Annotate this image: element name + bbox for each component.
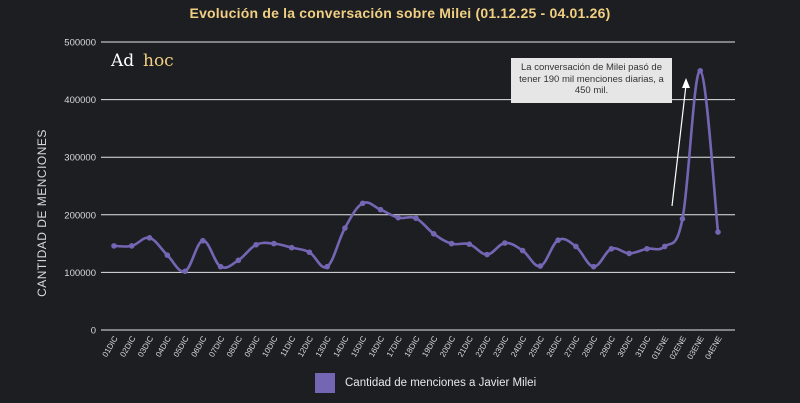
x-tick-label: 04DIC: [154, 334, 173, 358]
data-point: [271, 240, 277, 247]
x-tick-label: 14DIC: [332, 334, 351, 358]
y-tick-label: 400000: [64, 95, 96, 106]
x-tick-label: 20DIC: [438, 334, 457, 358]
annotation-arrow: [671, 78, 690, 207]
data-point: [182, 268, 188, 275]
x-tick-label: 10DIC: [260, 334, 279, 358]
x-tick-labels: 01DIC02DIC03DIC04DIC05DIC06DIC07DIC08DIC…: [101, 334, 724, 361]
x-tick-label: 15DIC: [349, 334, 368, 358]
data-point: [324, 263, 330, 270]
x-tick-label: 17DIC: [385, 334, 404, 358]
legend-label: Cantidad de menciones a Javier Milei: [345, 377, 537, 389]
x-tick-label: 29DIC: [598, 334, 617, 358]
x-tick-label: 28DIC: [580, 334, 599, 358]
logo: Ad hoc: [110, 51, 174, 71]
x-tick-label: 07DIC: [207, 334, 226, 358]
x-tick-label: 01DIC: [101, 334, 120, 358]
data-point: [164, 252, 171, 258]
data-point: [519, 247, 526, 254]
data-points: [111, 68, 721, 275]
x-tick-label: 06DIC: [189, 334, 208, 358]
x-tick-label: 12DIC: [296, 334, 315, 358]
data-point: [217, 263, 224, 270]
data-point: [484, 251, 490, 258]
data-point: [448, 240, 455, 247]
x-tick-label: 03DIC: [136, 334, 155, 358]
data-point: [128, 243, 135, 249]
data-point: [235, 257, 242, 264]
y-tick-labels: 0 100000 200000 300000 400000 500000: [64, 38, 96, 337]
data-point: [661, 243, 668, 250]
data-point: [626, 250, 632, 257]
x-tick-label: 30DIC: [616, 334, 635, 358]
data-point: [697, 68, 704, 74]
x-tick-label: 08DIC: [225, 334, 244, 358]
data-point: [200, 237, 206, 244]
y-tick-label: 100000: [64, 268, 96, 279]
data-point: [111, 243, 117, 249]
y-tick-label: 0: [91, 326, 96, 337]
data-point: [253, 241, 259, 248]
x-tick-label: 02DIC: [118, 334, 137, 358]
data-point: [377, 206, 384, 213]
data-point: [502, 240, 508, 246]
x-tick-label: 22DIC: [474, 334, 493, 358]
data-point: [466, 241, 473, 247]
y-tick-label: 500000: [64, 38, 96, 49]
logo-hoc: hoc: [143, 51, 174, 71]
x-tick-label: 16DIC: [367, 334, 386, 358]
x-tick-label: 09DIC: [243, 334, 262, 358]
legend-swatch: [315, 373, 335, 393]
chart-title: Evolución de la conversación sobre Milei…: [189, 5, 611, 21]
data-point: [306, 249, 313, 256]
x-tick-label: 21DIC: [456, 334, 475, 358]
y-tick-label: 300000: [64, 153, 96, 164]
annotation-box: La conversación de Milei pasó de tener 1…: [511, 58, 672, 103]
x-tick-label: 27DIC: [562, 334, 581, 358]
data-point: [715, 229, 721, 235]
legend: Cantidad de menciones a Javier Milei: [315, 372, 536, 394]
data-point: [573, 243, 579, 250]
x-tick-label: 04ENE: [703, 335, 723, 361]
data-point: [555, 237, 561, 243]
data-point: [146, 235, 153, 241]
data-point: [679, 216, 686, 222]
x-tick-label: 26DIC: [545, 334, 564, 358]
data-point: [430, 231, 437, 237]
x-tick-label: 19DIC: [420, 334, 439, 358]
data-point: [288, 244, 295, 251]
data-point: [644, 245, 650, 252]
x-tick-label: 25DIC: [527, 334, 546, 358]
y-tick-label: 200000: [64, 210, 96, 221]
data-point: [395, 214, 402, 221]
x-tick-label: 24DIC: [509, 334, 528, 358]
data-point: [608, 245, 615, 252]
x-tick-label: 05DIC: [172, 334, 191, 358]
data-point: [359, 200, 366, 207]
x-tick-label: 13DIC: [314, 334, 333, 358]
data-point: [537, 263, 544, 269]
logo-ad: Ad: [110, 51, 134, 71]
y-axis-label: CANTIDAD DE MENCIONES: [35, 129, 49, 297]
x-tick-label: 18DIC: [403, 334, 422, 358]
x-tick-label: 23DIC: [491, 334, 510, 358]
data-point: [590, 263, 597, 270]
data-point: [342, 225, 348, 231]
data-point: [413, 215, 419, 222]
x-tick-label: 11DIC: [279, 334, 298, 358]
